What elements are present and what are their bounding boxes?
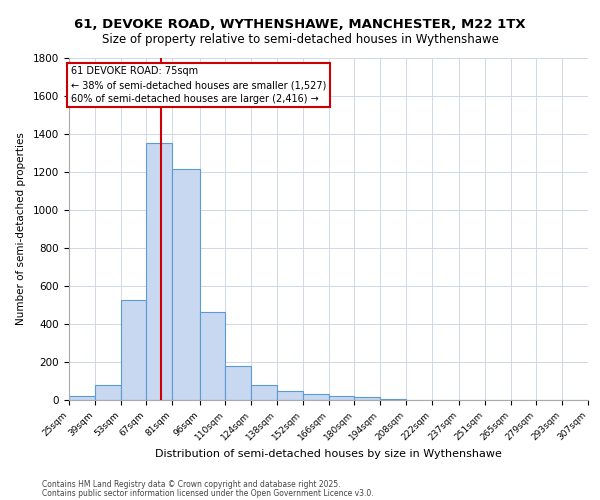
Bar bbox=[354, 397, 380, 400]
Bar bbox=[95, 385, 121, 400]
Text: Contains HM Land Registry data © Crown copyright and database right 2025.: Contains HM Land Registry data © Crown c… bbox=[42, 480, 341, 489]
Bar bbox=[251, 385, 277, 400]
Bar bbox=[303, 394, 329, 400]
Bar bbox=[226, 366, 251, 400]
Text: 61, DEVOKE ROAD, WYTHENSHAWE, MANCHESTER, M22 1TX: 61, DEVOKE ROAD, WYTHENSHAWE, MANCHESTER… bbox=[74, 18, 526, 30]
Y-axis label: Number of semi-detached properties: Number of semi-detached properties bbox=[16, 132, 26, 325]
Text: Contains public sector information licensed under the Open Government Licence v3: Contains public sector information licen… bbox=[42, 488, 374, 498]
X-axis label: Distribution of semi-detached houses by size in Wythenshawe: Distribution of semi-detached houses by … bbox=[155, 449, 502, 459]
Bar bbox=[69, 396, 95, 400]
Bar bbox=[329, 396, 354, 400]
Bar bbox=[172, 169, 200, 400]
Text: Size of property relative to semi-detached houses in Wythenshawe: Size of property relative to semi-detach… bbox=[101, 32, 499, 46]
Bar bbox=[200, 312, 226, 400]
Bar bbox=[121, 300, 146, 400]
Bar bbox=[380, 399, 406, 400]
Text: 61 DEVOKE ROAD: 75sqm
← 38% of semi-detached houses are smaller (1,527)
60% of s: 61 DEVOKE ROAD: 75sqm ← 38% of semi-deta… bbox=[71, 66, 326, 104]
Bar bbox=[277, 392, 303, 400]
Bar bbox=[146, 143, 172, 400]
